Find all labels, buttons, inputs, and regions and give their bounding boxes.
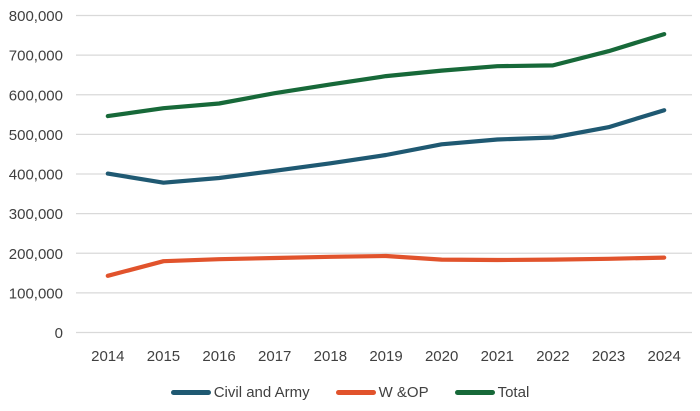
y-axis-tick-label: 700,000 bbox=[9, 48, 63, 65]
legend-marker-total bbox=[454, 390, 495, 395]
y-axis-tick-label: 200,000 bbox=[9, 246, 63, 263]
chart-legend: Civil and Army W &OP Total bbox=[0, 385, 700, 400]
y-axis-tick-label: 300,000 bbox=[9, 206, 63, 223]
x-axis-tick-label: 2021 bbox=[481, 348, 514, 365]
legend-marker-civil-and-army bbox=[170, 390, 211, 395]
y-axis-tick-label: 400,000 bbox=[9, 167, 63, 184]
legend-label-civil-and-army: Civil and Army bbox=[213, 384, 310, 401]
x-axis-tick-label: 2020 bbox=[425, 348, 458, 365]
legend-marker-w-op bbox=[335, 390, 376, 395]
y-axis-tick-label: 500,000 bbox=[9, 127, 63, 144]
x-axis-tick-label: 2023 bbox=[592, 348, 625, 365]
x-axis-tick-label: 2019 bbox=[369, 348, 402, 365]
y-axis-tick-label: 600,000 bbox=[9, 87, 63, 104]
x-axis-tick-label: 2018 bbox=[314, 348, 347, 365]
legend-label-w-op: W &OP bbox=[378, 384, 429, 401]
x-axis-tick-label: 2014 bbox=[91, 348, 124, 365]
legend-label-total: Total bbox=[497, 384, 530, 401]
legend-item-w-op: W &OP bbox=[335, 384, 429, 401]
series-line-civil-and-army bbox=[105, 108, 667, 185]
legend-item-total: Total bbox=[454, 384, 530, 401]
series-line-total bbox=[105, 31, 667, 119]
series-line-w-op bbox=[105, 253, 667, 278]
x-axis-tick-label: 2015 bbox=[147, 348, 180, 365]
y-axis-tick-label: 0 bbox=[55, 325, 63, 342]
x-axis-tick-label: 2016 bbox=[202, 348, 235, 365]
y-axis-tick-label: 100,000 bbox=[9, 285, 63, 302]
legend-item-civil-and-army: Civil and Army bbox=[170, 384, 310, 401]
y-axis-tick-label: 800,000 bbox=[9, 8, 63, 25]
x-axis-tick-label: 2017 bbox=[258, 348, 291, 365]
x-axis-tick-label: 2024 bbox=[647, 348, 680, 365]
x-axis-tick-label: 2022 bbox=[536, 348, 569, 365]
